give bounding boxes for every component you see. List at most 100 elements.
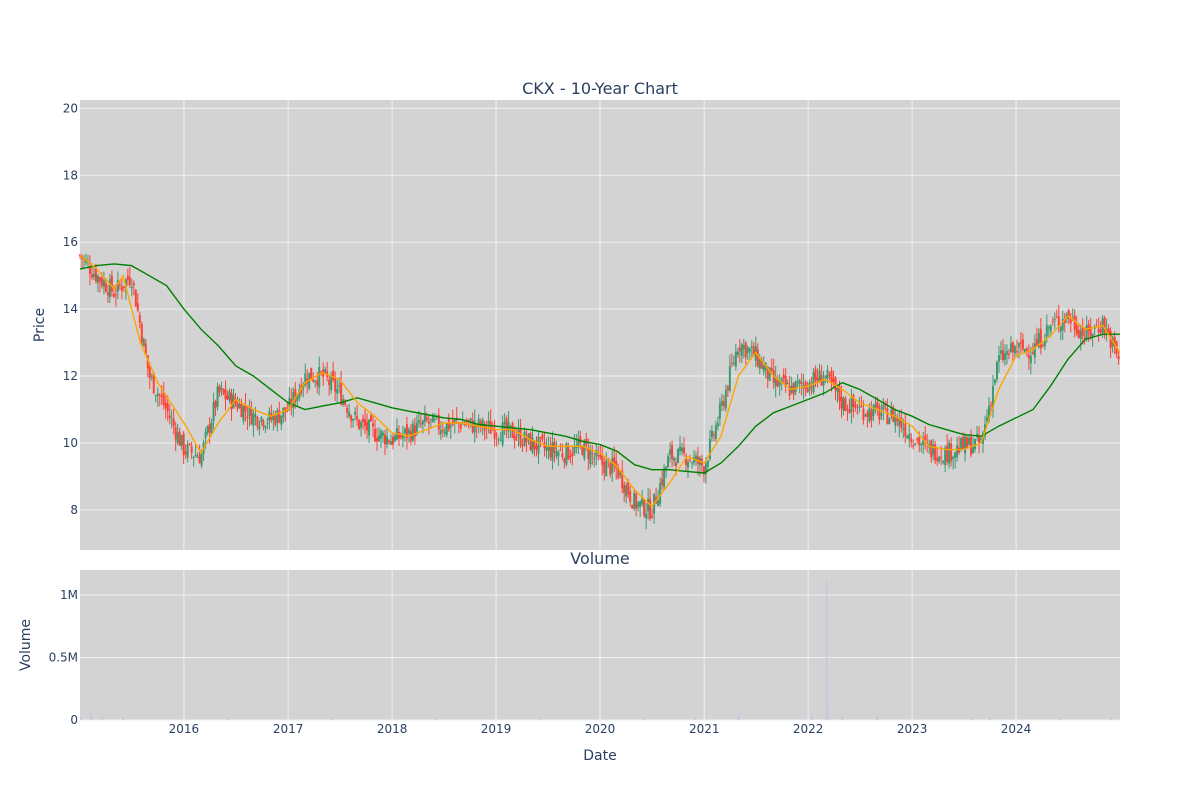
candle-body	[124, 279, 127, 289]
candle-body	[924, 435, 927, 441]
candle-body	[350, 415, 353, 421]
candle-body	[848, 409, 851, 414]
candle-body	[726, 386, 729, 391]
candle-body	[1113, 336, 1116, 347]
candle-body	[473, 420, 476, 433]
candle-body	[944, 447, 947, 466]
candle-body	[1107, 328, 1110, 335]
candle-body	[675, 462, 678, 467]
candle-body	[991, 386, 994, 408]
volume-bar	[876, 715, 879, 720]
candle-body	[613, 457, 616, 466]
candle-body	[182, 433, 185, 456]
candle-body	[822, 379, 825, 386]
candle-body	[330, 375, 333, 390]
candle-body	[314, 380, 317, 382]
candle-body	[198, 454, 201, 464]
candle-body	[997, 355, 1000, 362]
candle-body	[286, 410, 289, 412]
volume-bar	[826, 708, 829, 720]
candle-body	[254, 414, 257, 418]
price-chart-title: CKX - 10-Year Chart	[522, 79, 678, 98]
candle-body	[114, 294, 117, 296]
volume-bar	[226, 718, 229, 720]
candle-body	[240, 403, 243, 418]
candle-body	[986, 417, 989, 422]
candle-body	[453, 419, 456, 424]
candle-body	[324, 369, 327, 373]
candle-body	[264, 426, 267, 429]
candle-body	[989, 404, 992, 406]
candle-body	[296, 394, 299, 401]
candle-body	[1109, 330, 1112, 349]
candle-body	[370, 415, 373, 422]
candle-body	[685, 457, 688, 466]
candle-body	[690, 462, 693, 464]
candle-body	[780, 378, 783, 383]
candle-body	[720, 400, 723, 406]
candle-body	[876, 401, 879, 408]
ma-long-line	[79, 263, 1120, 474]
candle-body	[1079, 330, 1082, 339]
candle-body	[244, 404, 247, 412]
candle-body	[383, 434, 386, 445]
candle-body	[128, 277, 131, 285]
candle-body	[728, 366, 731, 391]
candle-body	[401, 435, 404, 439]
candle-body	[535, 445, 538, 450]
candle-body	[549, 446, 552, 458]
candle-body	[1013, 346, 1016, 354]
candle-body	[403, 428, 406, 434]
candle-body	[529, 432, 532, 450]
candle-body	[768, 367, 771, 381]
volume-bar	[80, 717, 83, 720]
candle-body	[587, 447, 590, 460]
candle-body	[858, 406, 861, 408]
candle-body	[340, 382, 343, 405]
candle-body	[838, 385, 841, 402]
candle-body	[226, 395, 229, 400]
candle-body	[770, 367, 773, 371]
candle-body	[366, 422, 369, 431]
candle-body	[168, 415, 171, 418]
candle-body	[808, 382, 811, 391]
candle-body	[387, 440, 390, 443]
candle-body	[826, 369, 829, 379]
candle-body	[493, 428, 496, 440]
candle-body	[659, 483, 662, 504]
candle-body	[615, 461, 618, 469]
candle-body	[138, 315, 141, 323]
volume-bar	[825, 580, 828, 720]
candle-body	[156, 393, 159, 397]
candle-body	[515, 436, 518, 439]
volume-y-tick-label: 0	[70, 713, 78, 727]
candle-body	[1071, 318, 1074, 320]
candle-body	[1007, 353, 1010, 356]
candle-body	[545, 446, 548, 451]
candle-body	[758, 359, 761, 369]
candle-body	[487, 421, 490, 425]
candle-body	[798, 380, 801, 385]
candle-body	[904, 423, 907, 437]
candle-body	[537, 436, 540, 454]
candle-body	[405, 424, 408, 439]
candle-body	[870, 410, 873, 421]
candle-body	[509, 425, 512, 427]
candle-body	[489, 420, 492, 434]
candle-body	[172, 418, 175, 426]
candle-body	[276, 410, 279, 423]
candle-body	[136, 303, 139, 311]
candle-body	[270, 413, 273, 420]
price-y-tick-label: 16	[63, 235, 78, 249]
candle-body	[180, 435, 183, 446]
candle-body	[824, 375, 827, 379]
candle-body	[940, 456, 943, 458]
candle-body	[593, 457, 596, 459]
candle-body	[912, 445, 915, 447]
volume-gridlines	[80, 570, 1120, 721]
candle-body	[88, 266, 91, 274]
x-axis-label: Date	[583, 748, 616, 764]
candle-body	[1083, 337, 1086, 339]
candle-body	[814, 369, 817, 381]
candle-body	[272, 415, 275, 421]
